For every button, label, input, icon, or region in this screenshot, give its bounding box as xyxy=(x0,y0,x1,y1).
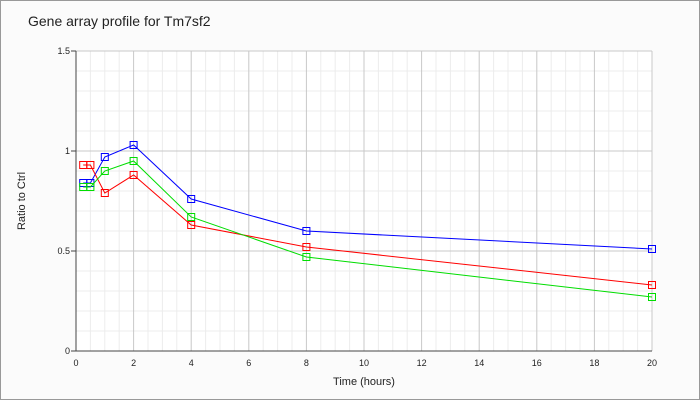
y-tick-label: 1 xyxy=(65,146,70,156)
y-tick-label: 0.5 xyxy=(57,246,70,256)
x-axis-label: Time (hours) xyxy=(333,376,395,388)
series-blue-point xyxy=(129,141,138,149)
series-green-point xyxy=(100,167,109,175)
x-tick-label: 20 xyxy=(647,358,657,368)
x-tick-label: 8 xyxy=(304,358,309,368)
series-green-point xyxy=(648,293,656,301)
series-red-point xyxy=(648,281,656,289)
series-blue-point xyxy=(648,245,656,253)
x-tick-label: 6 xyxy=(246,358,251,368)
plot-area: 0 2 4 6 8 10 12 14 16 18 20 0 0.5 1 1.5 xyxy=(57,46,657,368)
series-green-line xyxy=(83,160,653,298)
series-red-point xyxy=(86,161,95,169)
series-red-line xyxy=(83,164,653,286)
y-tick-label: 0 xyxy=(65,346,70,356)
x-tick-label: 18 xyxy=(589,358,599,368)
series-green-point xyxy=(86,183,95,191)
x-tick-label: 12 xyxy=(417,358,427,368)
y-axis-label: Ratio to Ctrl xyxy=(16,172,28,230)
y-tick-label: 1.5 xyxy=(57,46,70,56)
x-tick-label: 16 xyxy=(532,358,542,368)
chart-title: Gene array profile for Tm7sf2 xyxy=(28,13,211,29)
series-red-point xyxy=(129,171,138,179)
series-green-point xyxy=(129,157,138,165)
x-tick-label: 2 xyxy=(131,358,136,368)
series-red-point xyxy=(187,221,196,229)
series-blue-point xyxy=(100,153,109,161)
series-blue-point xyxy=(187,195,196,203)
x-tick-label: 14 xyxy=(474,358,484,368)
series-red-point xyxy=(100,189,109,197)
x-tick-label: 10 xyxy=(359,358,369,368)
x-tick-label: 0 xyxy=(73,358,78,368)
series-green-point xyxy=(187,213,196,221)
series-green-point xyxy=(302,253,311,261)
series-red-point xyxy=(302,243,311,251)
series-blue-point xyxy=(302,227,311,235)
x-tick-label: 4 xyxy=(189,358,194,368)
